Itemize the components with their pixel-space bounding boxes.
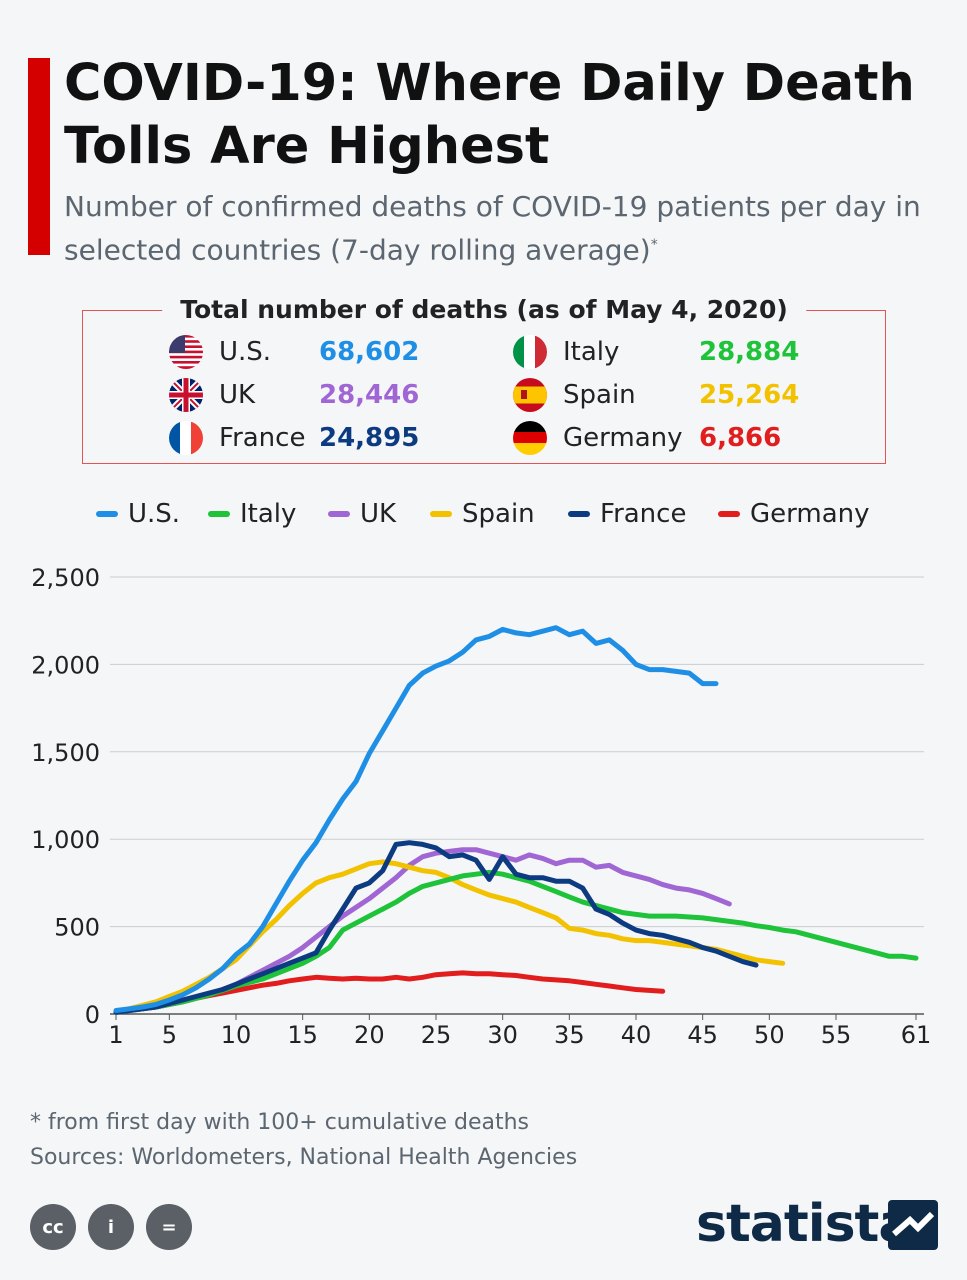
france-flag-icon: [169, 421, 203, 455]
death-total: 28,446: [319, 380, 420, 410]
chart-legend: U.S. Italy UK Spain France Germany: [96, 494, 956, 534]
y-tick-label: 500: [54, 914, 100, 942]
death-total: 68,602: [319, 337, 420, 367]
x-tick-label: 50: [754, 1021, 785, 1049]
legend-item-germany: Germany: [718, 494, 870, 534]
statista-logo[interactable]: statista: [696, 1194, 913, 1254]
x-tick-label: 1: [108, 1021, 123, 1049]
y-tick-label: 1,500: [31, 739, 100, 767]
totals-row-france: France 24,895: [169, 420, 419, 456]
sources: Sources: Worldometers, National Health A…: [30, 1145, 578, 1170]
chart-title: COVID-19: Where Daily Death Tolls Are Hi…: [64, 54, 915, 176]
totals-row-uk: UK 28,446: [169, 377, 419, 413]
series-line-germany: [113, 970, 666, 1015]
totals-row-us: U.S. 68,602: [169, 334, 419, 370]
series-line-france: [113, 840, 759, 1015]
y-tick-label: 0: [85, 1001, 100, 1029]
y-tick-label: 2,000: [31, 651, 100, 679]
legend-item-spain: Spain: [430, 494, 535, 534]
series-line-us: [113, 625, 719, 1013]
country-name: France: [219, 423, 306, 453]
country-name: U.S.: [219, 337, 272, 367]
country-name: Germany: [563, 423, 683, 453]
death-total: 25,264: [699, 380, 800, 410]
totals-row-italy: Italy 28,884: [513, 334, 799, 370]
y-tick-label: 2,500: [31, 564, 100, 592]
nd-icon[interactable]: =: [146, 1204, 192, 1250]
x-tick-label: 5: [162, 1021, 177, 1049]
country-name: Spain: [563, 380, 636, 410]
us-flag-icon: [169, 335, 203, 369]
cc-icon[interactable]: cc: [30, 1204, 76, 1250]
legend-item-uk: UK: [328, 494, 396, 534]
death-total: 6,866: [699, 423, 782, 453]
x-tick-label: 40: [621, 1021, 652, 1049]
totals-row-spain: Spain 25,264: [513, 377, 799, 413]
spain-flag-icon: [513, 378, 547, 412]
chart-subtitle: Number of confirmed deaths of COVID-19 p…: [64, 190, 921, 267]
title-accent-bar: [28, 58, 50, 255]
totals-heading: Total number of deaths (as of May 4, 202…: [162, 295, 806, 324]
uk-flag-icon: [169, 378, 203, 412]
italy-flag-icon: [513, 335, 547, 369]
x-tick-label: 10: [221, 1021, 252, 1049]
series-line-italy: [113, 869, 919, 1015]
totals-row-germany: Germany 6,866: [513, 420, 781, 456]
legend-item-italy: Italy: [208, 494, 296, 534]
legend-item-us: U.S.: [96, 494, 180, 534]
country-name: Italy: [563, 337, 620, 367]
death-total: 28,884: [699, 337, 800, 367]
x-tick-label: 15: [287, 1021, 318, 1049]
footnote: * from first day with 100+ cumulative de…: [30, 1110, 530, 1135]
x-tick-label: 20: [354, 1021, 385, 1049]
legend-item-france: France: [568, 494, 686, 534]
x-tick-label: 45: [687, 1021, 718, 1049]
x-tick-label: 55: [821, 1021, 852, 1049]
x-tick-label: 30: [487, 1021, 518, 1049]
germany-flag-icon: [513, 421, 547, 455]
country-name: UK: [219, 380, 256, 410]
x-tick-label: 25: [421, 1021, 452, 1049]
x-tick-label: 35: [554, 1021, 585, 1049]
by-icon[interactable]: i: [88, 1204, 134, 1250]
y-tick-label: 1,000: [31, 826, 100, 854]
statista-mark-icon: [888, 1200, 938, 1250]
totals-box: Total number of deaths (as of May 4, 202…: [82, 295, 886, 464]
death-total: 24,895: [319, 423, 420, 453]
x-tick-label: 61: [901, 1021, 932, 1049]
